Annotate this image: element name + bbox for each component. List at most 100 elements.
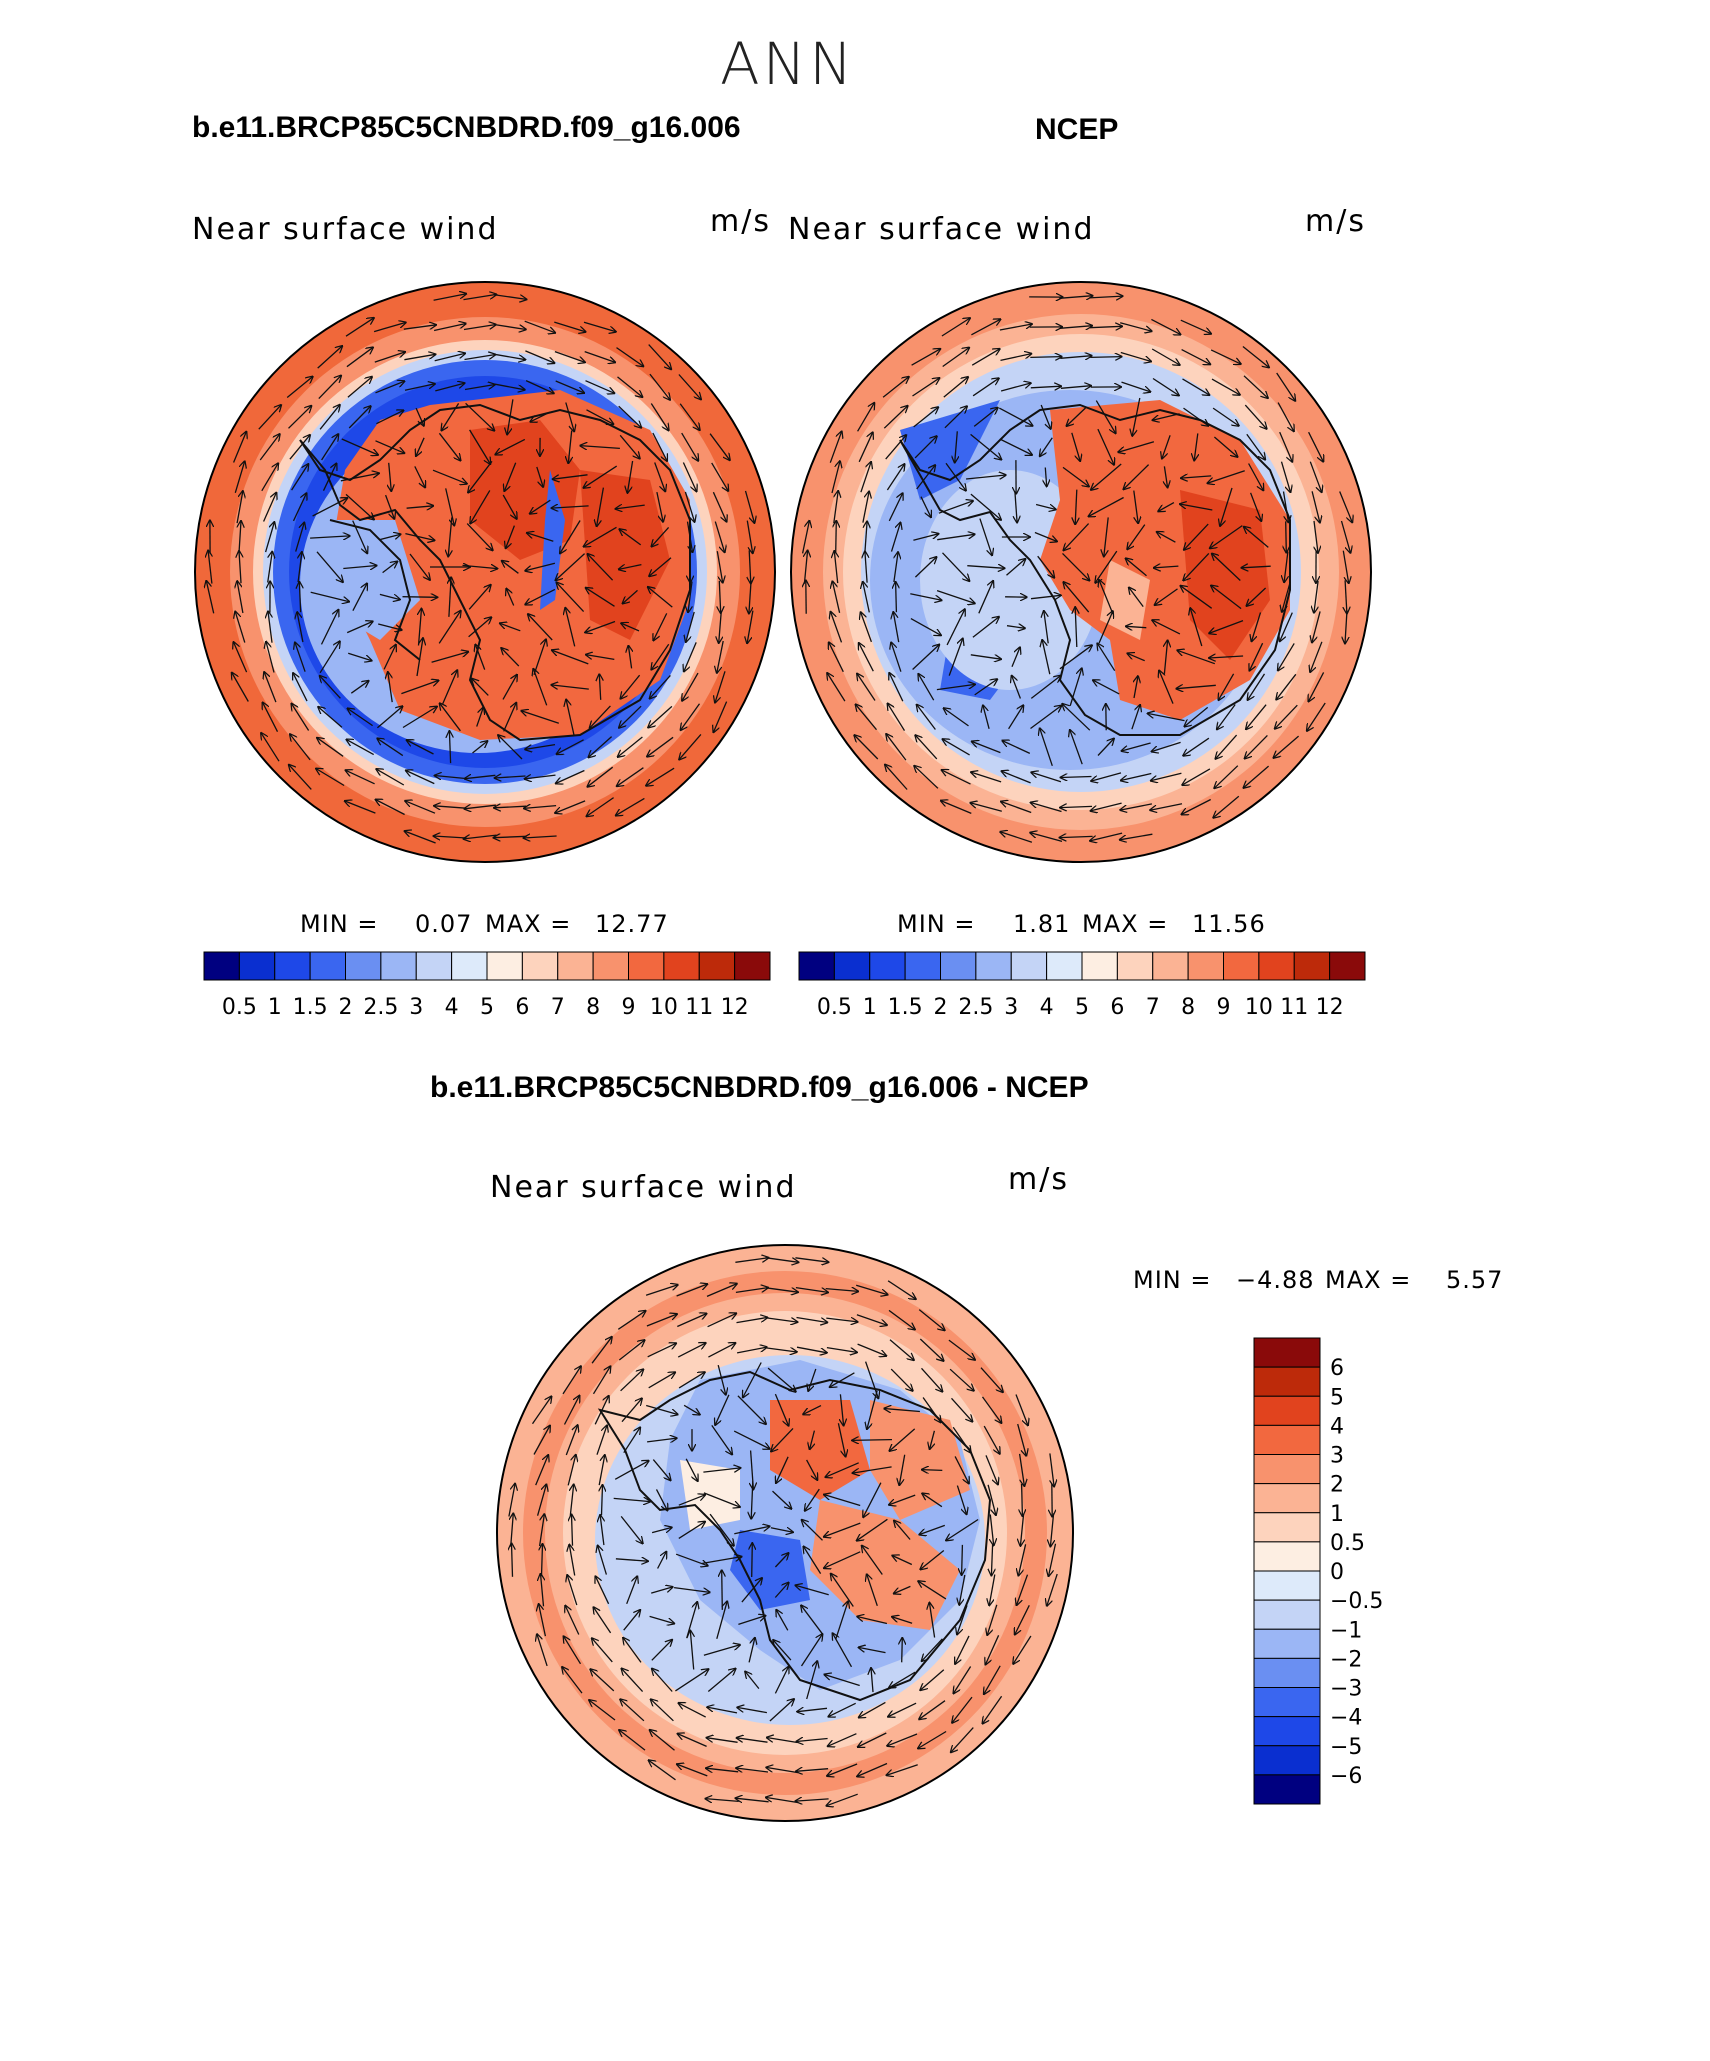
wind-vector-arrow bbox=[619, 705, 642, 728]
wind-vector-arrow bbox=[1035, 503, 1056, 510]
wind-vector-arrow bbox=[350, 681, 368, 694]
wind-vector-arrow bbox=[416, 638, 423, 677]
wind-vector-arrow bbox=[857, 1762, 888, 1777]
wind-vector-arrow bbox=[1060, 806, 1093, 807]
wind-vector-arrow bbox=[824, 1675, 860, 1687]
panel3-colorbar-tick-label: −2 bbox=[1330, 1647, 1362, 1672]
wind-vector-arrow bbox=[744, 490, 755, 523]
panel3-colorbar-tick-label: 5 bbox=[1330, 1385, 1344, 1410]
wind-vector-arrow bbox=[322, 463, 337, 491]
panel2-colorbar-tick-label: 10 bbox=[1245, 995, 1273, 1020]
wind-vector-arrow bbox=[652, 1669, 673, 1692]
wind-vector-arrow bbox=[1075, 607, 1077, 648]
wind-vector-arrow bbox=[972, 617, 999, 638]
wind-vector-arrow bbox=[345, 493, 374, 519]
wind-vector-arrow bbox=[1129, 587, 1144, 607]
wind-vector-arrow bbox=[495, 438, 526, 454]
wind-vector-arrow bbox=[297, 612, 304, 643]
panel3-colorbar-swatch bbox=[1253, 1454, 1321, 1485]
wind-vector-arrow bbox=[899, 1454, 906, 1486]
wind-vector-arrow bbox=[806, 1661, 818, 1700]
wind-vector-arrow bbox=[568, 430, 571, 464]
wind-vector-arrow bbox=[833, 1633, 853, 1668]
wind-vector-arrow bbox=[596, 1425, 607, 1455]
wind-vector-arrow bbox=[824, 1551, 861, 1568]
wind-vector-arrow bbox=[827, 1763, 858, 1776]
wind-vector-arrow bbox=[591, 1337, 612, 1364]
wind-vector-arrow bbox=[706, 1738, 738, 1743]
wind-vector-arrow bbox=[1194, 433, 1198, 460]
wind-vector-arrow bbox=[712, 491, 726, 522]
wind-vector-arrow bbox=[531, 1396, 552, 1425]
panel2-title: NCEP bbox=[1035, 113, 1119, 146]
wind-vector-arrow bbox=[1131, 705, 1140, 730]
wind-vector-arrow bbox=[1181, 798, 1211, 815]
panel2-colorbar-tick-label: 4 bbox=[1040, 995, 1054, 1020]
wind-vector-arrow bbox=[888, 1309, 915, 1329]
wind-vector-arrow bbox=[259, 434, 280, 461]
wind-vector-arrow bbox=[859, 1647, 886, 1654]
wind-vector-arrow bbox=[650, 1730, 675, 1751]
wind-vector-arrow bbox=[683, 1404, 700, 1414]
wind-vector-arrow bbox=[525, 350, 554, 363]
wind-vector-arrow bbox=[971, 319, 1000, 336]
wind-vector-arrow bbox=[1242, 345, 1269, 368]
panel3-max-label: MAX = bbox=[1325, 1266, 1412, 1294]
panel2-field-label: Near surface wind bbox=[788, 212, 1095, 247]
wind-vector-arrow bbox=[677, 1734, 707, 1747]
wind-vector-arrow bbox=[1091, 772, 1122, 781]
wind-vector-arrow bbox=[690, 1631, 693, 1670]
wind-vector-arrow bbox=[584, 526, 617, 546]
wind-vector-arrow bbox=[776, 1610, 789, 1631]
wind-vector-arrow bbox=[736, 1768, 769, 1772]
panel1-colorbar-swatch bbox=[521, 951, 559, 981]
wind-vector-arrow bbox=[678, 374, 701, 400]
wind-vector-arrow bbox=[861, 612, 873, 643]
wind-vector-arrow bbox=[493, 293, 526, 300]
wind-vector-arrow bbox=[824, 1495, 861, 1507]
wind-vector-arrow bbox=[586, 409, 614, 424]
wind-vector-arrow bbox=[320, 676, 341, 699]
wind-vector-arrow bbox=[774, 1583, 788, 1598]
panel3-colorbar-swatch bbox=[1253, 1483, 1321, 1514]
wind-vector-arrow bbox=[470, 490, 491, 523]
wind-vector-arrow bbox=[464, 835, 497, 839]
wind-vector-arrow bbox=[538, 1514, 545, 1547]
wind-vector-arrow bbox=[416, 437, 425, 456]
wind-vector-arrow bbox=[375, 440, 405, 453]
wind-vector-arrow bbox=[1044, 611, 1049, 644]
panel2-colorbar-swatch bbox=[1116, 951, 1154, 981]
wind-vector-arrow bbox=[920, 1669, 945, 1690]
wind-vector-arrow bbox=[565, 608, 576, 647]
wind-vector-arrow bbox=[348, 652, 372, 660]
wind-vector-arrow bbox=[1091, 463, 1122, 490]
wind-vector-arrow bbox=[702, 1557, 741, 1565]
wind-vector-arrow bbox=[1314, 581, 1319, 613]
wind-vector-arrow bbox=[1152, 620, 1181, 635]
panel2-colorbar-tick-label: 11 bbox=[1280, 995, 1308, 1020]
wind-vector-arrow bbox=[493, 836, 527, 837]
panel1-max-label: MAX = bbox=[485, 910, 572, 938]
wind-vector-arrow bbox=[1213, 436, 1237, 457]
wind-vector-arrow bbox=[1152, 377, 1179, 396]
wind-vector-arrow bbox=[1070, 730, 1083, 765]
wind-vector-arrow bbox=[860, 462, 871, 493]
wind-vector-arrow bbox=[554, 321, 585, 332]
panel1-units: m/s bbox=[710, 204, 771, 239]
wind-vector-arrow bbox=[1244, 404, 1266, 429]
wind-vector-arrow bbox=[1118, 441, 1155, 452]
wind-vector-arrow bbox=[1151, 318, 1180, 334]
wind-vector-arrow bbox=[291, 464, 309, 491]
wind-vector-arrow bbox=[1248, 463, 1264, 491]
wind-vector-arrow bbox=[650, 403, 668, 431]
wind-vector-arrow bbox=[312, 498, 348, 517]
wind-vector-arrow bbox=[717, 640, 724, 673]
wind-vector-arrow bbox=[1001, 802, 1032, 814]
wind-vector-arrow bbox=[859, 643, 874, 672]
wind-vector-arrow bbox=[1018, 1544, 1027, 1575]
wind-vector-arrow bbox=[948, 638, 963, 676]
wind-vector-arrow bbox=[560, 520, 581, 554]
wind-vector-arrow bbox=[619, 529, 642, 546]
wind-vector-arrow bbox=[237, 581, 244, 614]
wind-vector-arrow bbox=[567, 1455, 576, 1486]
